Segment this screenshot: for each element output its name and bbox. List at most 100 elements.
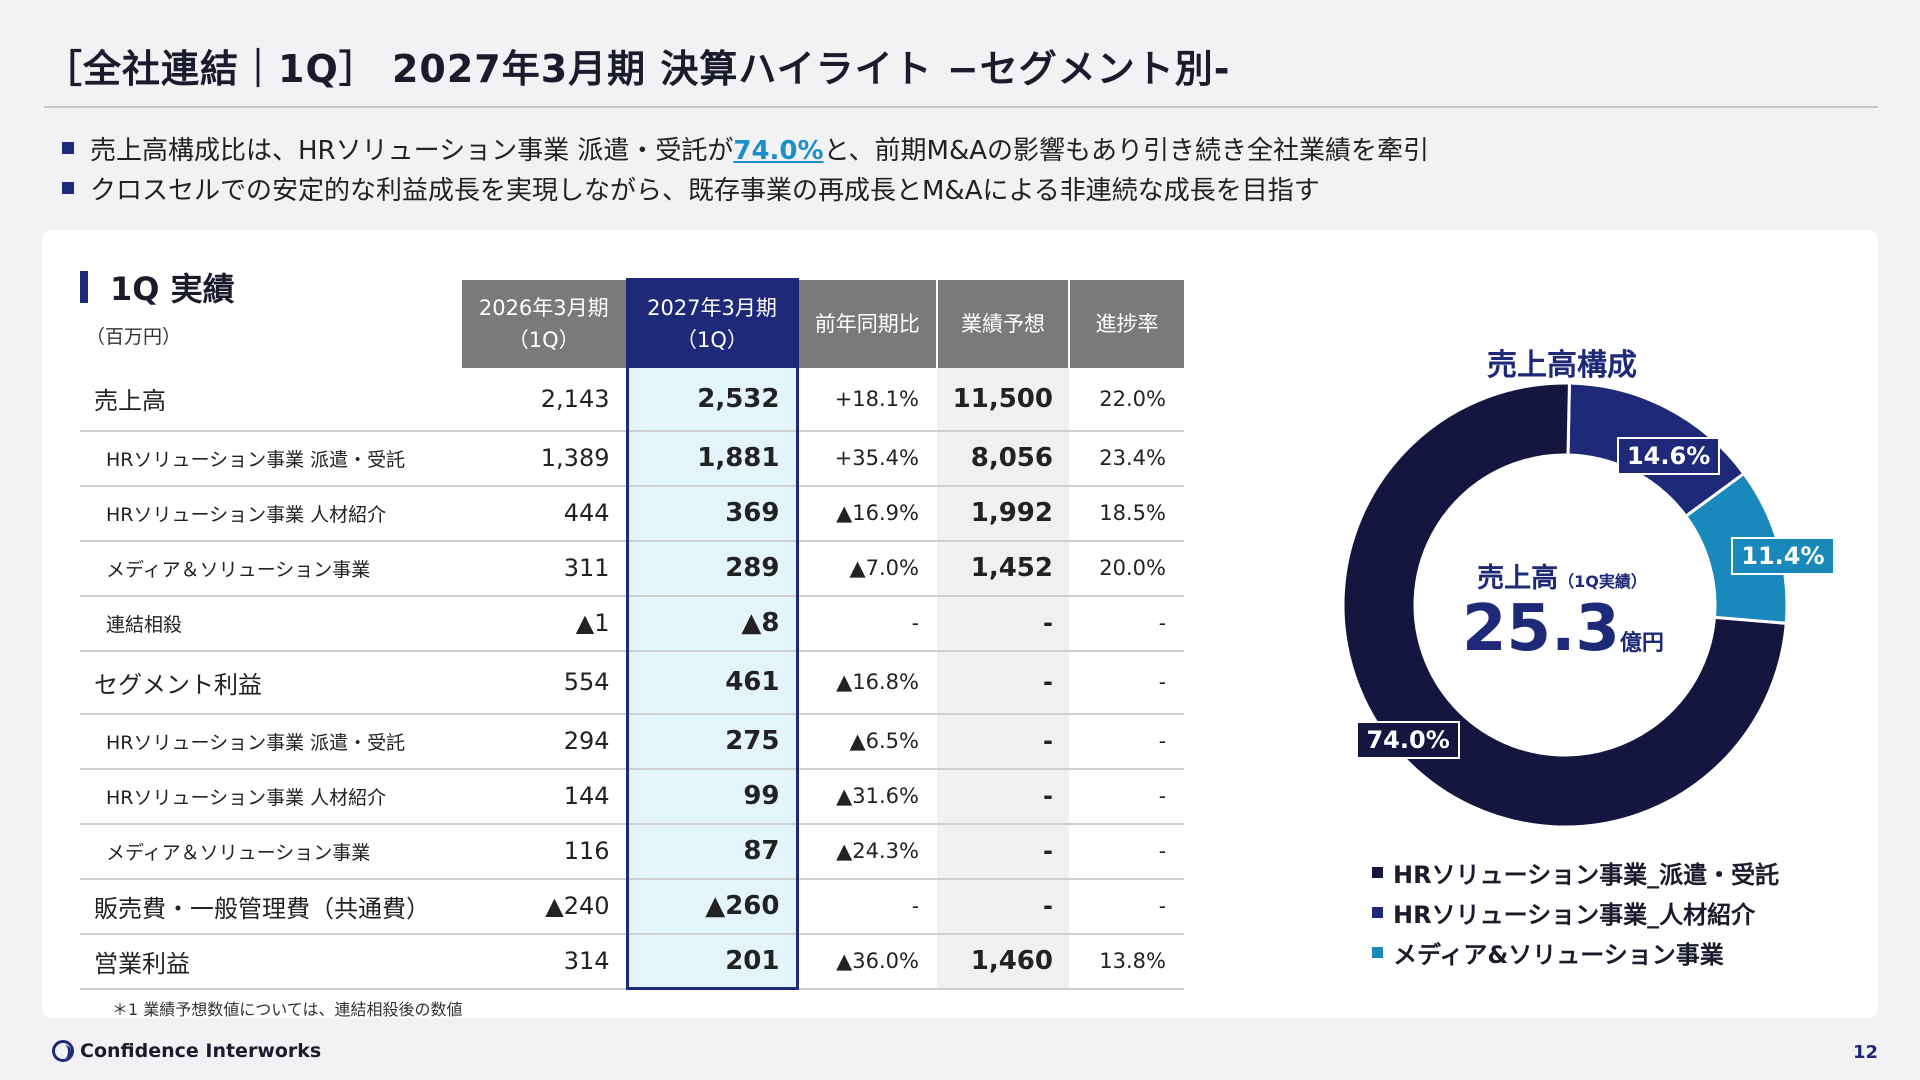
cell-progress: - — [1069, 595, 1184, 652]
cell-current-year: 2,532 — [625, 367, 799, 432]
summary-bullets: 売上高構成比は、HRソリューション事業 派遣・受託が74.0%と、前期M&Aの影… — [62, 128, 1429, 208]
cell-yoy: ▲7.0% — [797, 540, 937, 597]
cell-forecast: 1,452 — [937, 540, 1069, 597]
cell-current-year: 461 — [625, 650, 799, 715]
cell-progress: 18.5% — [1069, 485, 1184, 542]
bullet-square-icon — [62, 182, 74, 194]
legend-item: HRソリューション事業_人材紹介 — [1372, 892, 1779, 932]
cell-forecast: - — [937, 823, 1069, 880]
page-number: 12 — [1852, 1042, 1878, 1063]
cell-prev-year: 554 — [461, 650, 627, 715]
header-current-year: 2027年3月期 （1Q） — [625, 278, 799, 368]
donut-center-value: 25.3億円 — [1462, 592, 1664, 666]
row-label: HRソリューション事業 人材紹介 — [80, 768, 461, 825]
cell-yoy: ▲36.0% — [797, 933, 937, 990]
cell-progress: - — [1069, 823, 1184, 880]
cell-forecast: - — [937, 713, 1069, 770]
cell-current-year: 369 — [625, 485, 799, 542]
bullet-item: クロスセルでの安定的な利益成長を実現しながら、既存事業の再成長とM&Aによる非連… — [62, 168, 1429, 208]
cell-prev-year: 311 — [461, 540, 627, 597]
cell-forecast: - — [937, 595, 1069, 652]
cell-progress: 13.8% — [1069, 933, 1184, 990]
cell-forecast: 8,056 — [937, 430, 1069, 487]
slice-value-label: 74.0% — [1356, 720, 1460, 759]
highlight-percentage[interactable]: 74.0% — [733, 135, 824, 166]
cell-forecast: - — [937, 878, 1069, 935]
row-label: HRソリューション事業 人材紹介 — [80, 485, 461, 542]
slice-value-label: 11.4% — [1731, 536, 1835, 575]
cell-progress: - — [1069, 650, 1184, 715]
logo-mark-icon — [52, 1040, 74, 1062]
header-forecast: 業績予想 — [936, 279, 1069, 368]
table-row: HRソリューション事業 人材紹介 144 99 ▲31.6% - - — [80, 768, 1184, 825]
cell-progress: - — [1069, 878, 1184, 935]
cell-yoy: +18.1% — [797, 367, 937, 432]
section-heading: 1Q 実績 — [80, 264, 235, 310]
cell-yoy: - — [797, 878, 937, 935]
cell-yoy: ▲16.8% — [797, 650, 937, 715]
chart-legend: HRソリューション事業_派遣・受託 HRソリューション事業_人材紹介 メディア&… — [1372, 852, 1779, 972]
table-row: メディア＆ソリューション事業 311 289 ▲7.0% 1,452 20.0% — [80, 540, 1184, 597]
cell-prev-year: 2,143 — [461, 367, 627, 432]
cell-yoy: ▲24.3% — [797, 823, 937, 880]
legend-swatch-icon — [1372, 906, 1383, 918]
bullet-item: 売上高構成比は、HRソリューション事業 派遣・受託が74.0%と、前期M&Aの影… — [62, 128, 1429, 168]
row-label: HRソリューション事業 派遣・受託 — [80, 430, 461, 487]
title-divider — [44, 106, 1878, 108]
cell-current-year: 289 — [625, 540, 799, 597]
cell-prev-year: 1,389 — [461, 430, 627, 487]
unit-label: （百万円） — [86, 326, 182, 348]
cell-progress: 22.0% — [1069, 367, 1184, 432]
cell-yoy: +35.4% — [797, 430, 937, 487]
bullet-square-icon — [62, 142, 74, 154]
cell-yoy: - — [797, 595, 937, 652]
table-row: HRソリューション事業 人材紹介 444 369 ▲16.9% 1,992 18.5% — [80, 485, 1184, 542]
section-bar-icon — [80, 271, 88, 303]
row-label: セグメント利益 — [80, 650, 461, 715]
row-label: メディア＆ソリューション事業 — [80, 540, 461, 597]
table-row: 営業利益 314 201 ▲36.0% 1,460 13.8% — [80, 933, 1184, 990]
cell-forecast: 11,500 — [937, 367, 1069, 432]
cell-prev-year: 144 — [461, 768, 627, 825]
legend-item: メディア&ソリューション事業 — [1372, 932, 1779, 972]
bullet-text: クロスセルでの安定的な利益成長を実現しながら、既存事業の再成長とM&Aによる非連… — [90, 175, 1320, 206]
table-header-row: 2026年3月期 （1Q） 2027年3月期 （1Q） 前年同期比 業績予想 進捗率 — [80, 278, 1184, 368]
cell-forecast: 1,992 — [937, 485, 1069, 542]
cell-current-year: 87 — [625, 823, 799, 880]
cell-forecast: - — [937, 768, 1069, 825]
table-row: 売上高 2,143 2,532 +18.1% 11,500 22.0% — [80, 367, 1184, 432]
donut-slice — [1341, 381, 1788, 829]
cell-prev-year: 294 — [461, 713, 627, 770]
cell-current-year: ▲260 — [625, 878, 799, 935]
row-label: 売上高 — [80, 367, 461, 432]
cell-yoy: ▲16.9% — [797, 485, 937, 542]
cell-yoy: ▲6.5% — [797, 713, 937, 770]
cell-current-year: 1,881 — [625, 430, 799, 487]
results-table: 2026年3月期 （1Q） 2027年3月期 （1Q） 前年同期比 業績予想 進捗率… — [80, 278, 1184, 990]
cell-progress: 20.0% — [1069, 540, 1184, 597]
cell-forecast: - — [937, 650, 1069, 715]
cell-prev-year: 314 — [461, 933, 627, 990]
bullet-text: 売上高構成比は、HRソリューション事業 派遣・受託が74.0%と、前期M&Aの影… — [90, 135, 1430, 166]
page-title: ［全社連結｜1Q］ 2027年3月期 決算ハイライト −セグメント別- — [44, 47, 1231, 91]
cell-progress: 23.4% — [1069, 430, 1184, 487]
row-label: 営業利益 — [80, 933, 461, 990]
slice-value-label: 14.6% — [1616, 437, 1721, 475]
header-progress: 進捗率 — [1068, 279, 1184, 368]
legend-item: HRソリューション事業_派遣・受託 — [1372, 852, 1779, 892]
row-label: 連結相殺 — [80, 595, 461, 652]
row-label: メディア＆ソリューション事業 — [80, 823, 461, 880]
table-row: 販売費・一般管理費（共通費） ▲240 ▲260- - - — [80, 878, 1184, 935]
table-row: セグメント利益 554 461 ▲16.8% - - — [80, 650, 1184, 715]
cell-yoy: ▲31.6% — [797, 768, 937, 825]
cell-current-year: ▲8 — [625, 595, 799, 652]
header-prev-year: 2026年3月期 （1Q） — [460, 279, 627, 368]
cell-prev-year: 116 — [461, 823, 627, 880]
legend-swatch-icon — [1372, 866, 1383, 878]
row-label: 販売費・一般管理費（共通費） — [80, 878, 461, 935]
cell-prev-year: ▲240 — [461, 878, 627, 935]
cell-current-year: 99 — [625, 768, 799, 825]
cell-prev-year: 444 — [461, 485, 627, 542]
cell-progress: - — [1069, 768, 1184, 825]
legend-swatch-icon — [1372, 946, 1383, 958]
